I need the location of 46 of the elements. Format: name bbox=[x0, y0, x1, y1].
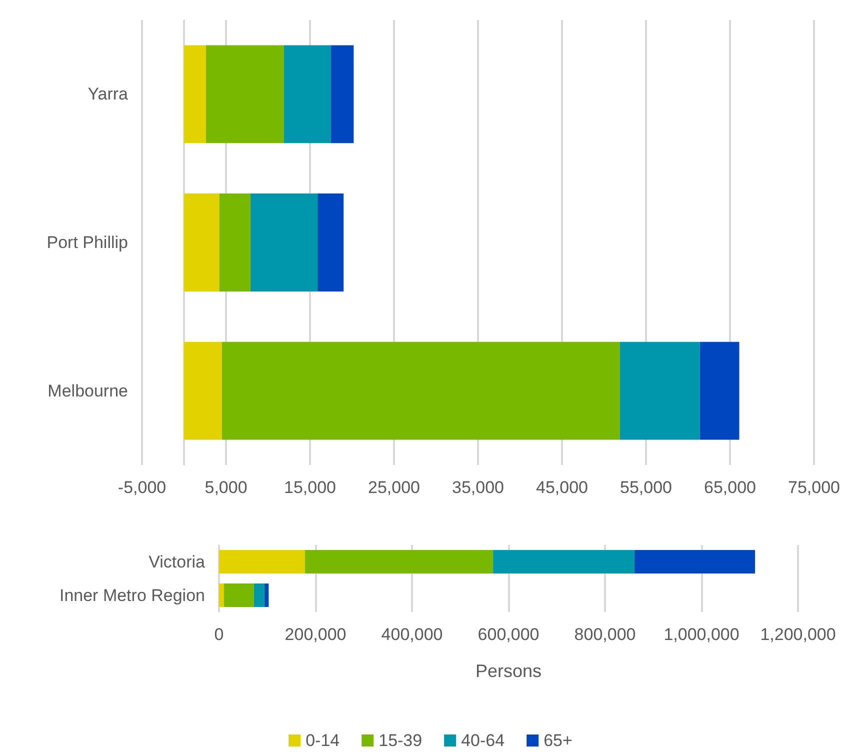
bar bbox=[250, 194, 318, 292]
legend-label: 40-64 bbox=[461, 731, 505, 750]
x-tick-label: 1,000,000 bbox=[664, 625, 740, 644]
x-tick-label: 75,000 bbox=[788, 478, 840, 497]
x-tick-label: 400,000 bbox=[381, 625, 443, 644]
bar bbox=[219, 194, 250, 292]
x-axis-title: Persons bbox=[475, 661, 542, 681]
bar bbox=[206, 45, 284, 144]
bar bbox=[219, 550, 305, 574]
bar bbox=[184, 194, 220, 292]
x-tick-label: 600,000 bbox=[478, 625, 540, 644]
y-tick-label: Inner Metro Region bbox=[59, 586, 205, 605]
bar bbox=[224, 584, 254, 607]
x-tick-label: 55,000 bbox=[620, 478, 672, 497]
bar bbox=[284, 45, 331, 144]
legend-label: 15-39 bbox=[378, 731, 422, 750]
bar bbox=[331, 45, 354, 144]
x-tick-label: -5,000 bbox=[118, 478, 166, 497]
x-tick-label: 15,000 bbox=[284, 478, 336, 497]
bar bbox=[264, 584, 269, 607]
bar bbox=[634, 550, 756, 574]
x-tick-label: 1,200,000 bbox=[760, 625, 836, 644]
bar bbox=[184, 342, 222, 440]
y-tick-label: Yarra bbox=[88, 84, 129, 104]
legend-label: 0-14 bbox=[306, 731, 340, 750]
x-tick-label: 0 bbox=[214, 625, 224, 644]
legend-label: 65+ bbox=[544, 731, 572, 750]
x-tick-label: 5,000 bbox=[204, 478, 248, 497]
x-tick-label: 65,000 bbox=[704, 478, 756, 497]
bar bbox=[304, 550, 494, 574]
bar bbox=[222, 342, 620, 440]
bar bbox=[620, 342, 700, 440]
x-tick-label: 45,000 bbox=[536, 478, 588, 497]
y-tick-label: Victoria bbox=[148, 552, 206, 572]
x-tick-label: 800,000 bbox=[574, 625, 636, 644]
bar bbox=[254, 584, 264, 607]
x-tick-label: 200,000 bbox=[284, 625, 346, 644]
x-tick-label: 35,000 bbox=[452, 478, 504, 497]
bar bbox=[318, 194, 344, 292]
x-tick-label: 25,000 bbox=[368, 478, 420, 497]
bar bbox=[493, 550, 634, 574]
y-tick-label: Melbourne bbox=[48, 381, 128, 400]
bar bbox=[184, 45, 206, 144]
bar bbox=[700, 342, 740, 440]
bar bbox=[219, 584, 224, 607]
y-tick-label: Port Phillip bbox=[46, 233, 128, 252]
